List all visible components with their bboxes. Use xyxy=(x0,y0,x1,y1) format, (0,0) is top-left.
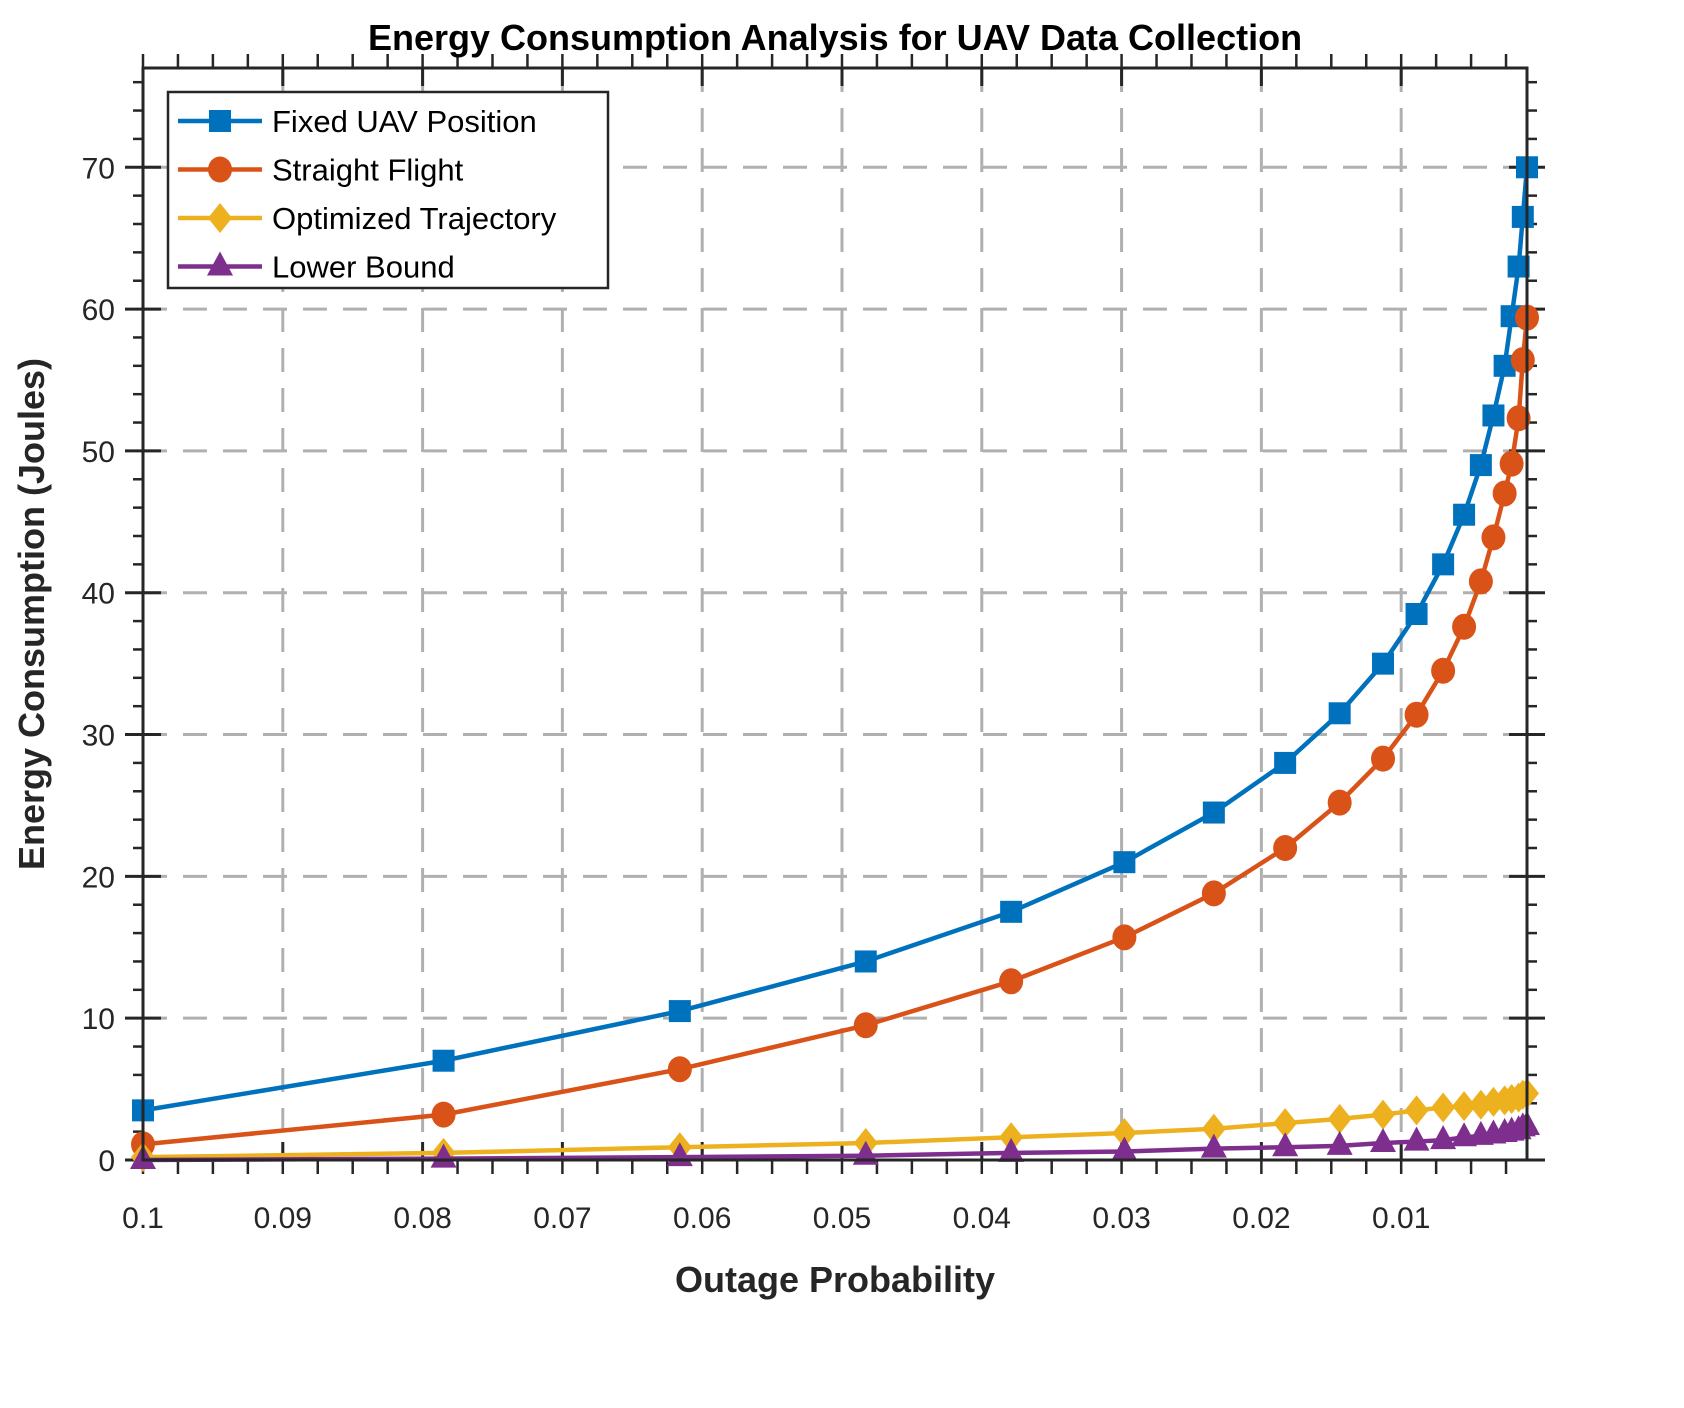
legend: Fixed UAV Position Straight Flight Optimiz… xyxy=(166,90,610,290)
data-point-fixed-uav-position xyxy=(1372,652,1395,675)
legend-label: Fixed UAV Position xyxy=(272,104,537,139)
data-point-fixed-uav-position xyxy=(1432,553,1455,576)
legend-marker-icon xyxy=(207,251,233,276)
axes-box xyxy=(141,66,1529,1162)
y-tick-label: 60 xyxy=(82,294,115,327)
x-tick-label: 0.07 xyxy=(533,1202,591,1235)
data-point-fixed-uav-position xyxy=(1202,801,1225,824)
legend-marker-icon xyxy=(208,156,232,183)
legend-item-straight-flight: Straight Flight xyxy=(178,153,464,188)
data-point-fixed-uav-position xyxy=(432,1049,455,1072)
y-tick-label: 30 xyxy=(82,720,115,753)
x-tick-label: 0.1 xyxy=(122,1202,164,1235)
data-point-lower-bound xyxy=(1326,1130,1353,1155)
series-lower-bound xyxy=(130,1110,1540,1169)
data-point-straight-flight xyxy=(1492,480,1517,507)
data-point-lower-bound xyxy=(998,1137,1025,1162)
data-point-lower-bound xyxy=(1200,1133,1227,1158)
y-tick-label: 40 xyxy=(82,578,115,611)
data-point-straight-flight xyxy=(667,1056,692,1083)
x-tick-label: 0.06 xyxy=(673,1202,731,1235)
data-point-fixed-uav-position xyxy=(1274,751,1297,774)
legend-item-fixed-uav-position: Fixed UAV Position xyxy=(178,104,537,139)
data-point-fixed-uav-position xyxy=(1328,702,1351,725)
data-point-straight-flight xyxy=(1371,745,1396,772)
data-point-optimized-trajectory xyxy=(1327,1103,1352,1134)
data-point-straight-flight xyxy=(1273,835,1298,861)
data-point-straight-flight xyxy=(1468,568,1493,595)
data-point-fixed-uav-position xyxy=(668,1000,691,1023)
data-point-fixed-uav-position xyxy=(1511,205,1534,228)
data-point-straight-flight xyxy=(853,1012,878,1039)
data-point-fixed-uav-position xyxy=(1113,851,1136,874)
data-point-straight-flight xyxy=(1499,450,1524,477)
y-tick-label: 0 xyxy=(98,1145,115,1178)
data-point-optimized-trajectory xyxy=(1452,1091,1477,1122)
data-point-straight-flight xyxy=(1404,701,1429,728)
data-point-straight-flight xyxy=(1431,657,1456,684)
data-point-fixed-uav-position xyxy=(1493,354,1516,377)
data-point-optimized-trajectory xyxy=(999,1122,1024,1153)
x-tick-label: 0.02 xyxy=(1232,1202,1290,1235)
legend-label: Optimized Trajectory xyxy=(272,201,557,236)
data-point-lower-bound xyxy=(1111,1136,1138,1161)
y-tick-label: 50 xyxy=(82,436,115,469)
y-tick-label: 20 xyxy=(82,861,115,894)
y-tick-label: 10 xyxy=(82,1003,115,1036)
x-tick-label: 0.08 xyxy=(393,1202,451,1235)
data-point-straight-flight xyxy=(999,968,1024,995)
chart-title: Energy Consumption Analysis for UAV Data… xyxy=(368,17,1302,58)
data-point-optimized-trajectory xyxy=(1431,1092,1456,1123)
legend-label: Straight Flight xyxy=(272,153,464,188)
legend-box xyxy=(166,90,610,290)
x-tick-label: 0.01 xyxy=(1372,1202,1430,1235)
series-straight-flight xyxy=(131,304,1539,1158)
data-point-lower-bound xyxy=(430,1143,457,1168)
legend-marker-icon xyxy=(208,203,232,233)
data-point-fixed-uav-position xyxy=(1482,404,1505,427)
data-point-fixed-uav-position xyxy=(1000,900,1023,923)
legend-item-optimized-trajectory: Optimized Trajectory xyxy=(178,201,557,236)
data-point-lower-bound xyxy=(1403,1126,1430,1151)
legend-marker-icon xyxy=(209,110,231,132)
data-point-optimized-trajectory xyxy=(1371,1099,1396,1130)
data-point-fixed-uav-position xyxy=(1507,255,1530,278)
tick-labels: 0.1 0.09 0.08 0.07 0.06 0.05 0.04 0.03 0.02 0.01 0… xyxy=(82,152,1431,1235)
x-axis-label: Outage Probability xyxy=(675,1259,995,1300)
legend-label: Lower Bound xyxy=(272,250,455,285)
data-point-fixed-uav-position xyxy=(854,950,877,973)
series-group xyxy=(130,156,1540,1173)
x-tick-label: 0.03 xyxy=(1092,1202,1150,1235)
data-point-straight-flight xyxy=(431,1101,456,1128)
data-point-optimized-trajectory xyxy=(1201,1113,1226,1144)
data-point-straight-flight xyxy=(1510,347,1535,374)
data-point-fixed-uav-position xyxy=(1405,603,1428,625)
data-point-straight-flight xyxy=(1481,524,1506,551)
data-point-straight-flight xyxy=(1112,924,1137,951)
x-tick-label: 0.04 xyxy=(953,1202,1011,1235)
data-point-straight-flight xyxy=(1452,613,1477,640)
data-point-straight-flight xyxy=(1506,405,1531,432)
y-axis-label: Energy Consumption (Joules) xyxy=(11,358,52,870)
data-point-straight-flight xyxy=(1201,880,1226,907)
data-point-straight-flight xyxy=(1327,789,1352,816)
x-tick-label: 0.09 xyxy=(254,1202,312,1235)
data-point-lower-bound xyxy=(1370,1127,1397,1152)
data-point-fixed-uav-position xyxy=(1453,503,1476,526)
series-fixed-uav-position xyxy=(132,156,1538,1122)
data-point-fixed-uav-position xyxy=(1469,454,1492,477)
legend-item-lower-bound: Lower Bound xyxy=(178,250,455,285)
data-point-optimized-trajectory xyxy=(1273,1108,1298,1139)
data-point-optimized-trajectory xyxy=(1112,1118,1137,1149)
data-point-lower-bound xyxy=(1272,1132,1299,1157)
data-point-lower-bound xyxy=(1430,1125,1457,1150)
x-tick-label: 0.05 xyxy=(813,1202,871,1235)
y-tick-label: 70 xyxy=(82,152,115,185)
data-point-optimized-trajectory xyxy=(1404,1095,1429,1126)
